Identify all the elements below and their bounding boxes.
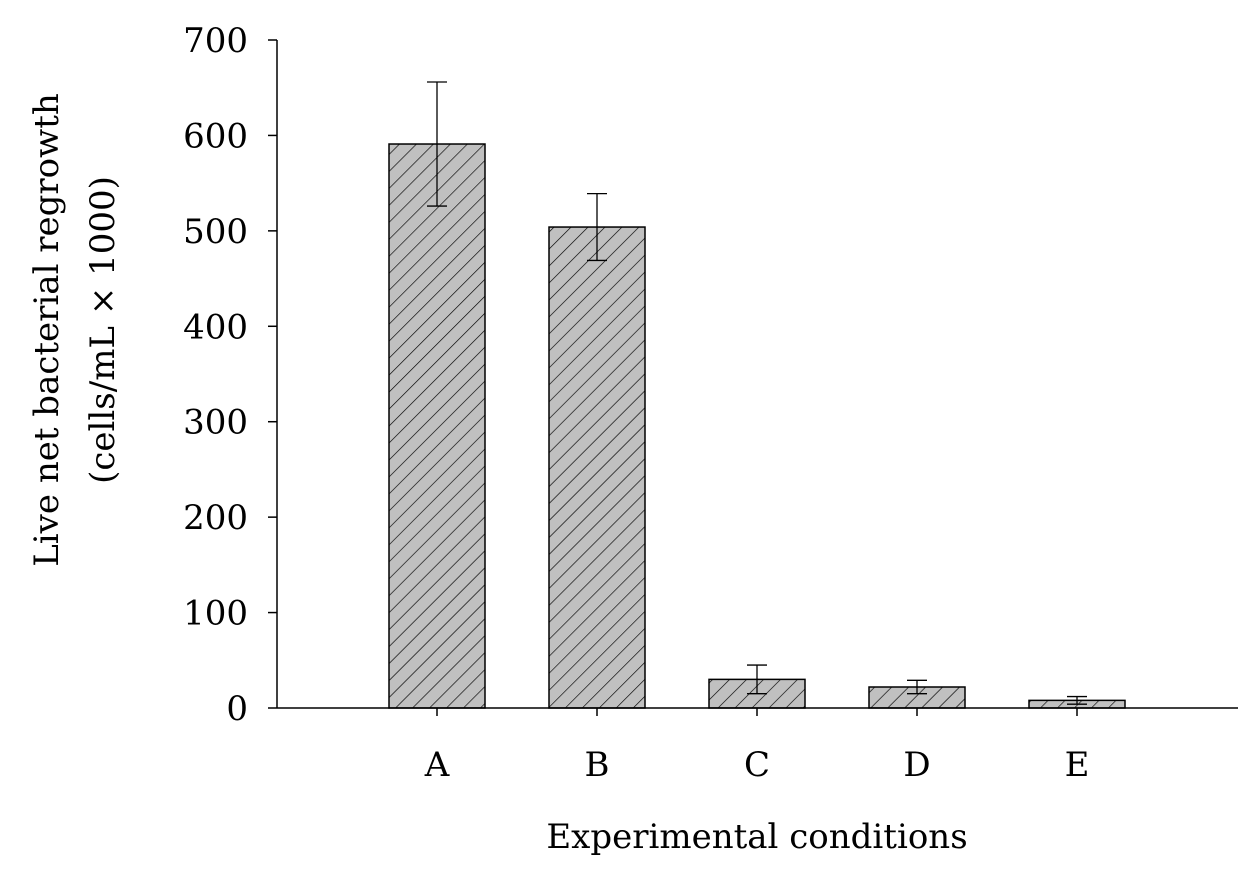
error-bar-A: [427, 81, 447, 207]
x-tick-label-A: A: [424, 745, 450, 785]
x-tick-label-C: C: [744, 745, 770, 785]
error-bars-layer: [427, 81, 1087, 705]
y-tick-label-500: 500: [183, 212, 248, 252]
error-bar-D: [907, 679, 927, 695]
y-axis-label: Live net bacterial regrowth (cells/mL × …: [27, 93, 123, 567]
x-tick-label-E: E: [1065, 745, 1090, 785]
y-ticks-layer: 0 100 200 300 400 500 600 700: [183, 21, 277, 729]
bar-B: [548, 226, 646, 709]
error-bar-C: [747, 664, 767, 695]
y-tick-label-200: 200: [183, 498, 248, 538]
x-tick-label-D: D: [903, 745, 930, 785]
bars-layer: [388, 143, 1126, 709]
y-tick-label-400: 400: [183, 307, 248, 347]
y-tick-label-300: 300: [183, 403, 248, 443]
x-tick-label-B: B: [585, 745, 610, 785]
y-tick-label-100: 100: [183, 594, 248, 634]
bar-A: [388, 143, 486, 709]
y-tick-label-600: 600: [183, 116, 248, 156]
y-tick-label-0: 0: [226, 689, 248, 729]
x-axis-label: Experimental conditions: [546, 817, 967, 857]
error-bar-B: [587, 192, 607, 262]
error-bar-E: [1067, 695, 1087, 705]
x-ticks-layer: A B C D E: [424, 708, 1090, 785]
y-axis-label-line2: (cells/mL × 1000): [83, 176, 123, 484]
y-axis-label-line1: Live net bacterial regrowth: [27, 93, 67, 567]
y-tick-label-700: 700: [183, 21, 248, 61]
